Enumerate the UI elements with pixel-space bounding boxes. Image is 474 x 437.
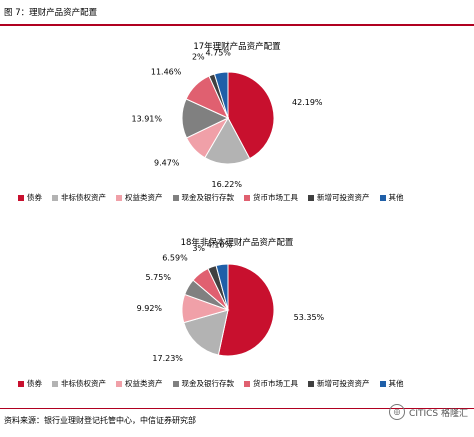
legend-label: 权益类资产 — [125, 379, 163, 388]
legend-item-0: 债券 — [18, 192, 42, 203]
figure-title: 图 7：理财产品资产配置 — [4, 8, 98, 18]
legend-label: 货币市场工具 — [253, 379, 298, 388]
data-label-5: 3% — [192, 244, 205, 253]
legend-swatch — [18, 194, 24, 201]
legend-item-2: 权益类资产 — [116, 378, 163, 389]
legend-swatch — [379, 194, 386, 201]
legend-label: 现金及银行存款 — [181, 193, 235, 202]
legend-swatch — [244, 380, 250, 387]
wechat-icon: ◎ — [389, 404, 406, 420]
data-label-4: 6.59% — [162, 254, 188, 263]
source-note: 资料来源：银行业理财登记托管中心，中信证券研究部 — [4, 416, 196, 425]
data-label-3: 5.75% — [146, 273, 172, 282]
pie-svg: 53.35% 17.23% 9.92% 5.75% 6.59% 3% 4.16% — [137, 241, 325, 364]
legend-swatch — [172, 194, 179, 201]
legend-swatch — [308, 380, 314, 387]
legend-swatch — [379, 380, 386, 387]
legend-item-5: 新增可投资资产 — [308, 378, 370, 389]
legend-item-4: 货币市场工具 — [244, 378, 298, 389]
legend-label: 债券 — [27, 379, 42, 388]
legend-item-5: 新增可投资资产 — [308, 192, 370, 203]
legend: 债券 非标债权资产 权益类资产 现金及银行存款 货币市场工具 新增可投资资产 其他 — [18, 192, 468, 203]
legend-label: 非标债权资产 — [61, 379, 106, 388]
watermark: ◎ CITICS 格隆汇 — [389, 404, 468, 420]
legend-label: 货币市场工具 — [253, 193, 298, 202]
legend-item-2: 权益类资产 — [116, 192, 163, 203]
pie-chart-2018: 18年非保本理财产品资产配置 53.35% 17.23% 9.92% 5.75% 6.5… — [0, 228, 474, 400]
data-label-1: 16.22% — [211, 180, 242, 189]
legend-item-6: 其他 — [379, 192, 404, 203]
legend-label: 债券 — [27, 193, 42, 202]
legend-swatch — [172, 380, 179, 387]
data-label-2: 9.92% — [137, 304, 163, 313]
pie-slice-6 — [213, 71, 229, 119]
legend-swatch — [52, 194, 58, 201]
legend-item-6: 其他 — [379, 378, 404, 389]
legend: 债券 非标债权资产 权益类资产 现金及银行存款 货币市场工具 新增可投资资产 其他 — [18, 378, 468, 389]
legend-item-1: 非标债权资产 — [52, 192, 106, 203]
data-label-2: 9.47% — [154, 159, 180, 168]
top-divider — [0, 24, 474, 26]
pie-slice-0 — [227, 71, 275, 160]
pie-chart-2017: 17年理财产品资产配置 42.19% 16.22% 9.47% 13.91% 11.46… — [0, 32, 474, 214]
pie-slice-6 — [215, 263, 229, 311]
pie-slice-0 — [217, 263, 275, 357]
legend-item-0: 债券 — [18, 378, 42, 389]
legend-swatch — [244, 194, 250, 201]
data-label-6: 4.75% — [205, 49, 231, 58]
legend-item-1: 非标债权资产 — [52, 378, 106, 389]
data-label-4: 11.46% — [151, 67, 182, 76]
legend-label: 新增可投资资产 — [317, 193, 370, 202]
legend-label: 新增可投资资产 — [317, 379, 370, 388]
legend-swatch — [308, 194, 314, 201]
legend-label: 其他 — [388, 193, 404, 202]
data-label-5: 2% — [192, 52, 205, 61]
data-label-0: 42.19% — [292, 98, 323, 107]
legend-swatch — [116, 380, 122, 387]
bottom-divider — [0, 408, 474, 409]
chart-title: 18年非保本理财产品资产配置 — [180, 238, 294, 248]
legend-label: 权益类资产 — [125, 193, 163, 202]
pie-svg: 42.19% 16.22% 9.47% 13.91% 11.46% 2% 4.75% — [131, 49, 323, 189]
pie-slice-1 — [204, 116, 251, 165]
legend-label: 非标债权资产 — [61, 193, 106, 202]
legend-item-3: 现金及银行存款 — [172, 192, 235, 203]
legend-swatch — [52, 380, 58, 387]
legend-label: 其他 — [388, 379, 404, 388]
legend-swatch — [18, 380, 24, 387]
data-label-1: 17.23% — [152, 354, 183, 363]
legend-label: 现金及银行存款 — [181, 379, 235, 388]
data-label-3: 13.91% — [131, 115, 162, 124]
pie-slice-1 — [183, 309, 229, 356]
legend-item-4: 货币市场工具 — [244, 192, 298, 203]
chart-title: 17年理财产品资产配置 — [193, 42, 281, 52]
watermark-text: CITICS 格隆汇 — [409, 408, 468, 419]
data-label-6: 4.16% — [207, 241, 233, 250]
legend-item-3: 现金及银行存款 — [172, 378, 235, 389]
legend-swatch — [116, 194, 122, 201]
data-label-0: 53.35% — [294, 313, 325, 322]
